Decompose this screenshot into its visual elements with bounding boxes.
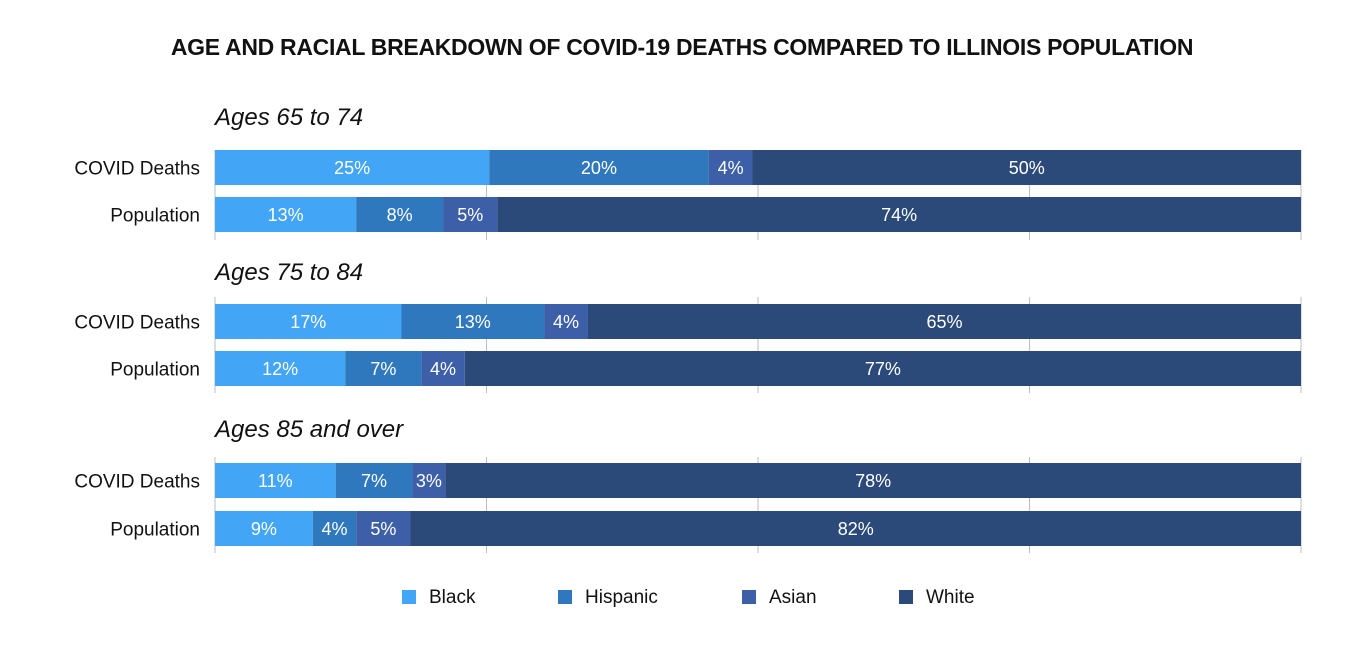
bar-segment-black	[215, 511, 313, 546]
legend-label: White	[926, 587, 975, 608]
bar-segment-asian	[708, 150, 753, 185]
data-label: 5%	[370, 519, 396, 539]
panel-2: Ages 75 to 84 COVID Deaths 17% 13% 4% 65% Popu…	[74, 259, 1302, 393]
row-label: Population	[110, 206, 200, 227]
chart-title: AGE AND RACIAL BREAKDOWN OF COVID-19 DEA…	[170, 34, 1194, 60]
data-label: 65%	[926, 312, 962, 332]
panel-1: Ages 65 to 74 COVID Deaths 25% 20% 4% 50% Popu…	[74, 104, 1302, 240]
data-label: 13%	[455, 312, 491, 332]
data-label: 9%	[251, 519, 277, 539]
data-label: 4%	[553, 312, 579, 332]
bar-segment-white	[464, 351, 1301, 386]
bar-segment-white	[752, 150, 1301, 185]
data-label: 13%	[268, 205, 304, 225]
data-label: 5%	[457, 205, 483, 225]
bar-segment-hispanic	[356, 197, 444, 232]
bar-segment-asian	[544, 304, 588, 339]
bar-segment-hispanic	[335, 463, 413, 498]
data-label: 50%	[1009, 158, 1045, 178]
row-label: Population	[110, 360, 200, 381]
legend-label: Asian	[769, 587, 817, 608]
row-label: Population	[110, 520, 200, 541]
legend-label: Black	[429, 587, 476, 608]
data-label: 20%	[581, 158, 617, 178]
data-label: 4%	[321, 519, 347, 539]
data-label: 3%	[416, 471, 442, 491]
bar-segment-black	[215, 150, 490, 185]
bar-segment-white	[410, 511, 1302, 546]
bar-segment-white	[587, 304, 1301, 339]
legend-swatch-black	[402, 590, 416, 604]
row-label: COVID Deaths	[74, 313, 200, 334]
bar-segment-asian	[443, 197, 498, 232]
bar-segment-asian	[356, 511, 411, 546]
data-label: 8%	[387, 205, 413, 225]
panel-3: Ages 85 and over COVID Deaths 11% 7% 3% 78% Po…	[74, 416, 1302, 553]
bar-segment-hispanic	[401, 304, 545, 339]
bar-segment-white	[497, 197, 1301, 232]
bar-segment-black	[215, 463, 336, 498]
row-label: COVID Deaths	[74, 472, 200, 493]
panel-title: Ages 65 to 74	[213, 104, 363, 131]
data-label: 74%	[881, 205, 917, 225]
bar-segment-asian	[421, 351, 465, 386]
bar-segment-hispanic	[489, 150, 709, 185]
bar-segment-hispanic	[312, 511, 357, 546]
row-label: COVID Deaths	[74, 159, 200, 180]
legend-swatch-asian	[742, 590, 756, 604]
panel-title: Ages 75 to 84	[213, 259, 363, 286]
data-label: 12%	[262, 359, 298, 379]
bar-segment-black	[215, 304, 402, 339]
data-label: 17%	[290, 312, 326, 332]
data-label: 7%	[370, 359, 396, 379]
data-label: 77%	[865, 359, 901, 379]
legend-swatch-white	[899, 590, 913, 604]
bar-segment-black	[215, 351, 346, 386]
data-label: 25%	[334, 158, 370, 178]
bar-segment-hispanic	[345, 351, 422, 386]
data-label: 82%	[838, 519, 874, 539]
data-label: 4%	[718, 158, 744, 178]
bar-segment-black	[215, 197, 357, 232]
legend: Black Hispanic Asian White	[402, 587, 975, 608]
data-label: 4%	[430, 359, 456, 379]
data-label: 78%	[855, 471, 891, 491]
panel-title: Ages 85 and over	[213, 416, 404, 443]
bar-segment-white	[445, 463, 1301, 498]
legend-label: Hispanic	[585, 587, 658, 608]
data-label: 11%	[258, 471, 293, 491]
data-label: 7%	[361, 471, 387, 491]
bar-segment-asian	[412, 463, 446, 498]
legend-swatch-hispanic	[558, 590, 572, 604]
